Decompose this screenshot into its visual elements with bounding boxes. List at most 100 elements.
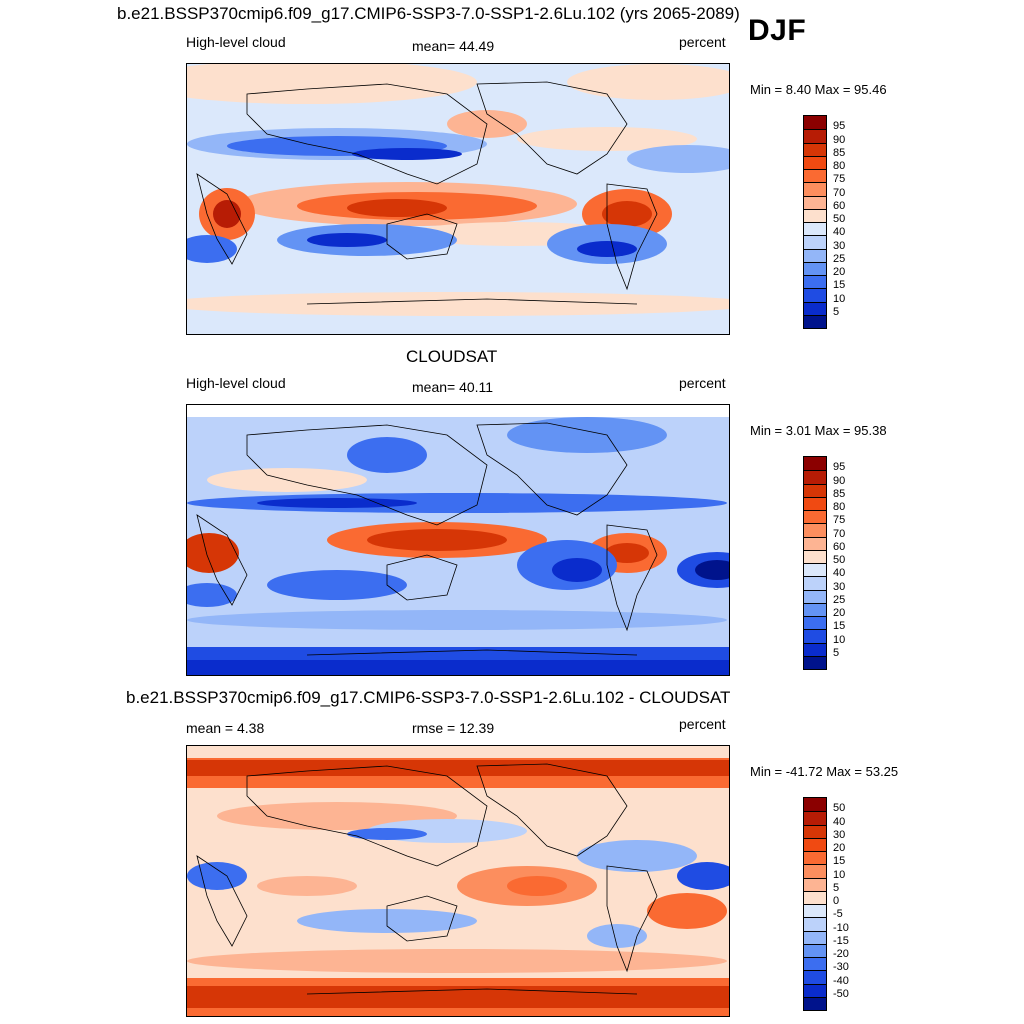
- colorbar-swatch: [804, 261, 826, 275]
- colorbar-swatch: [804, 655, 826, 669]
- colorbar-swatch: [804, 523, 826, 537]
- colorbar-tick-label: 90: [833, 133, 846, 146]
- panel2-colorbar: [803, 456, 827, 670]
- colorbar-swatch: [804, 811, 826, 825]
- colorbar-swatch: [804, 470, 826, 484]
- colorbar-swatch: [804, 629, 826, 643]
- colorbar-swatch: [804, 208, 826, 222]
- colorbar-swatch: [804, 851, 826, 865]
- colorbar-tick-label: 30: [833, 239, 846, 252]
- colorbar-tick-label: 25: [833, 252, 846, 265]
- colorbar-tick-label: -10: [833, 921, 849, 934]
- season-label: DJF: [748, 14, 807, 47]
- colorbar-swatch: [804, 602, 826, 616]
- colorbar-swatch: [804, 235, 826, 249]
- colorbar-tick-label: -30: [833, 961, 849, 974]
- colorbar-swatch: [804, 983, 826, 997]
- colorbar-tick-label: 75: [833, 514, 846, 527]
- colorbar-swatch: [804, 563, 826, 577]
- colorbar-tick-label: 60: [833, 540, 846, 553]
- colorbar-swatch: [804, 288, 826, 302]
- colorbar-swatch: [804, 155, 826, 169]
- colorbar-tick-label: 5: [833, 305, 840, 318]
- panel2-variable-label: High-level cloud: [186, 375, 286, 391]
- colorbar-swatch: [804, 576, 826, 590]
- colorbar-tick-label: -15: [833, 934, 849, 947]
- colorbar-swatch: [804, 182, 826, 196]
- colorbar-swatch: [804, 996, 826, 1010]
- colorbar-tick-label: 30: [833, 828, 846, 841]
- colorbar-swatch: [804, 301, 826, 315]
- colorbar-swatch: [804, 957, 826, 971]
- colorbar-tick-label: 15: [833, 279, 846, 292]
- colorbar-tick-label: 0: [833, 895, 840, 907]
- colorbar-tick-label: 10: [833, 868, 846, 881]
- colorbar-swatch: [804, 549, 826, 563]
- colorbar-swatch: [804, 589, 826, 603]
- panel1-title: b.e21.BSSP370cmip6.f09_g17.CMIP6-SSP3-7.…: [117, 4, 740, 23]
- colorbar-swatch: [804, 222, 826, 236]
- colorbar-tick-label: 80: [833, 501, 846, 513]
- panel3-mean-label: mean = 4.38: [186, 720, 265, 736]
- panel2-map: [186, 404, 730, 676]
- colorbar-tick-label: 95: [833, 120, 846, 133]
- colorbar-swatch: [804, 195, 826, 209]
- colorbar-swatch: [804, 970, 826, 984]
- colorbar-tick-label: -40: [833, 974, 849, 987]
- colorbar-tick-label: 85: [833, 487, 846, 500]
- panel1-variable-label: High-level cloud: [186, 34, 286, 50]
- colorbar-swatch: [804, 496, 826, 510]
- panel2-units-label: percent: [679, 375, 726, 391]
- colorbar-swatch: [804, 904, 826, 918]
- colorbar-swatch: [804, 837, 826, 851]
- panel3-minmax-label: Min = -41.72 Max = 53.25: [750, 764, 899, 779]
- colorbar-tick-label: 50: [833, 802, 846, 815]
- colorbar-tick-label: 70: [833, 527, 846, 540]
- panel2-mean-label: mean= 40.11: [412, 379, 494, 395]
- colorbar-tick-label: 20: [833, 266, 846, 278]
- colorbar-tick-label: 10: [833, 633, 846, 646]
- colorbar-swatch: [804, 943, 826, 957]
- panel3-units-label: percent: [679, 716, 726, 732]
- colorbar-swatch: [804, 116, 826, 130]
- panel1-cloud-field: [187, 64, 729, 316]
- colorbar-tick-label: 20: [833, 842, 846, 854]
- colorbar-swatch: [804, 930, 826, 944]
- colorbar-tick-label: 50: [833, 554, 846, 566]
- colorbar-tick-label: 90: [833, 474, 846, 487]
- colorbar-tick-label: -50: [833, 987, 849, 1000]
- colorbar-tick-label: 80: [833, 160, 846, 172]
- panel2-cloud-field: [187, 405, 729, 675]
- panel3-colorbar: [803, 797, 827, 1011]
- colorbar-tick-label: 5: [833, 646, 840, 659]
- panel1-map: [186, 63, 730, 335]
- colorbar-swatch: [804, 917, 826, 931]
- colorbar-tick-label: 30: [833, 580, 846, 593]
- colorbar-swatch: [804, 890, 826, 904]
- colorbar-swatch: [804, 616, 826, 630]
- colorbar-tick-label: 40: [833, 567, 846, 580]
- colorbar-swatch: [804, 248, 826, 262]
- colorbar-swatch: [804, 142, 826, 156]
- colorbar-tick-label: 20: [833, 607, 846, 619]
- colorbar-swatch: [804, 510, 826, 524]
- colorbar-swatch: [804, 275, 826, 289]
- colorbar-tick-label: 15: [833, 855, 846, 868]
- colorbar-tick-label: 75: [833, 173, 846, 186]
- colorbar-swatch: [804, 314, 826, 328]
- panel2-minmax-label: Min = 3.01 Max = 95.38: [750, 423, 887, 438]
- colorbar-tick-label: 95: [833, 461, 846, 474]
- panel1-minmax-label: Min = 8.40 Max = 95.46: [750, 82, 887, 97]
- colorbar-swatch: [804, 877, 826, 891]
- colorbar-tick-label: -5: [833, 908, 843, 921]
- colorbar-swatch: [804, 864, 826, 878]
- colorbar-swatch: [804, 129, 826, 143]
- colorbar-tick-label: -20: [833, 948, 849, 960]
- panel1-coastlines: [196, 81, 658, 305]
- colorbar-swatch: [804, 457, 826, 471]
- colorbar-swatch: [804, 483, 826, 497]
- colorbar-tick-label: 15: [833, 620, 846, 633]
- panel1-colorbar: [803, 115, 827, 329]
- panel3-rmse-label: rmse = 12.39: [412, 720, 495, 736]
- panel1-units-label: percent: [679, 34, 726, 50]
